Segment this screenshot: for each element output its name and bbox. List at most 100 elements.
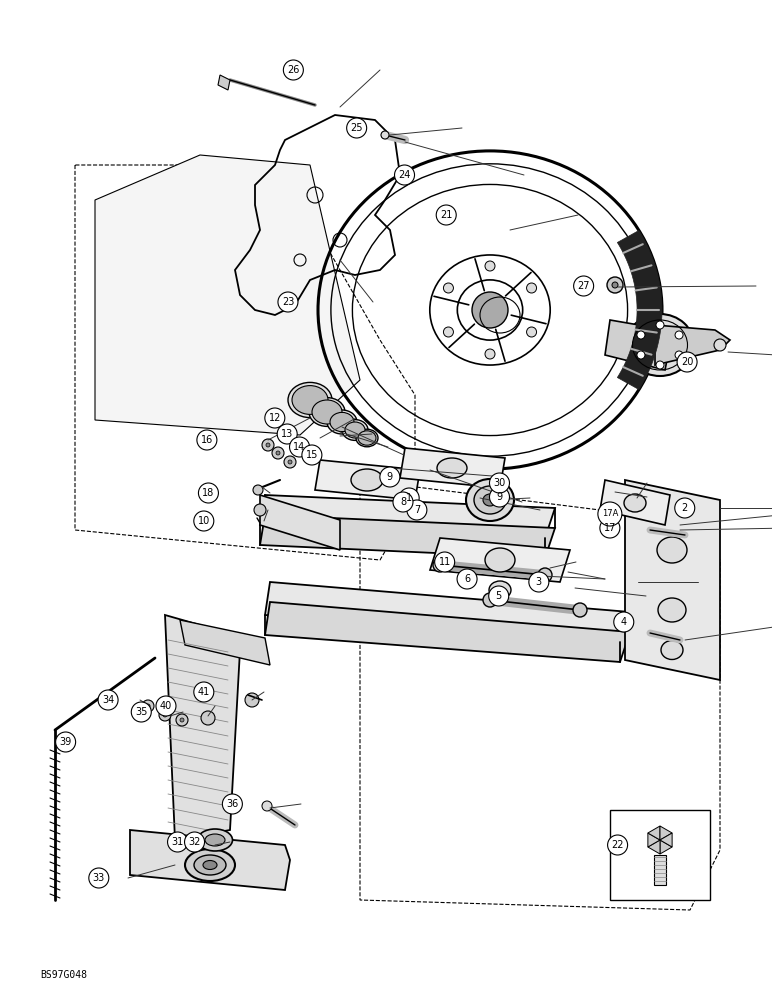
Circle shape [489, 473, 510, 493]
Ellipse shape [474, 486, 506, 514]
Polygon shape [648, 840, 660, 854]
Circle shape [290, 437, 310, 457]
Circle shape [436, 205, 456, 225]
Text: 2: 2 [682, 503, 688, 513]
Circle shape [142, 700, 154, 712]
Text: BS97G048: BS97G048 [40, 970, 87, 980]
Circle shape [527, 283, 537, 293]
Circle shape [98, 690, 118, 710]
Polygon shape [265, 582, 630, 642]
Circle shape [714, 339, 726, 351]
Circle shape [283, 60, 303, 80]
Ellipse shape [330, 412, 354, 432]
Ellipse shape [342, 420, 368, 440]
Ellipse shape [661, 641, 683, 660]
Text: 35: 35 [135, 707, 147, 717]
Text: 12: 12 [269, 413, 281, 423]
Ellipse shape [356, 429, 378, 447]
Text: 23: 23 [282, 297, 294, 307]
Polygon shape [400, 448, 505, 488]
Circle shape [185, 832, 205, 852]
Circle shape [201, 711, 215, 725]
Text: 31: 31 [171, 837, 184, 847]
Circle shape [675, 351, 683, 359]
Circle shape [435, 552, 455, 572]
Circle shape [614, 612, 634, 632]
Text: 27: 27 [577, 281, 590, 291]
Polygon shape [130, 830, 290, 890]
Text: 34: 34 [102, 695, 114, 705]
Circle shape [159, 709, 171, 721]
Text: 10: 10 [198, 516, 210, 526]
Circle shape [262, 439, 274, 451]
Circle shape [472, 292, 508, 328]
Circle shape [612, 282, 618, 288]
Text: 11: 11 [438, 557, 451, 567]
Circle shape [675, 498, 695, 518]
Circle shape [284, 456, 296, 468]
Text: 14: 14 [293, 442, 306, 452]
Text: 13: 13 [281, 429, 293, 439]
Circle shape [278, 292, 298, 312]
Circle shape [483, 593, 497, 607]
Polygon shape [655, 325, 730, 365]
Text: 36: 36 [226, 799, 239, 809]
Polygon shape [315, 460, 420, 500]
Ellipse shape [358, 431, 376, 445]
Circle shape [573, 603, 587, 617]
Polygon shape [660, 833, 672, 847]
Circle shape [347, 118, 367, 138]
Circle shape [433, 558, 447, 572]
Ellipse shape [288, 382, 332, 418]
Circle shape [527, 327, 537, 337]
Circle shape [176, 714, 188, 726]
Text: 30: 30 [493, 478, 506, 488]
Polygon shape [260, 495, 555, 538]
Circle shape [677, 352, 697, 372]
Ellipse shape [658, 598, 686, 622]
Circle shape [529, 572, 549, 592]
Ellipse shape [309, 398, 345, 426]
Text: 18: 18 [202, 488, 215, 498]
Circle shape [381, 131, 389, 139]
Polygon shape [265, 602, 630, 662]
Polygon shape [605, 320, 670, 370]
Circle shape [253, 485, 263, 495]
Polygon shape [625, 480, 720, 680]
Bar [654, 855, 666, 885]
Ellipse shape [657, 537, 687, 563]
Text: 6: 6 [464, 574, 470, 584]
Polygon shape [660, 826, 672, 840]
Circle shape [168, 832, 188, 852]
Bar [610, 810, 710, 900]
Text: 41: 41 [198, 687, 210, 697]
Circle shape [245, 693, 259, 707]
Circle shape [156, 696, 176, 716]
Text: 9: 9 [387, 472, 393, 482]
Circle shape [485, 349, 495, 359]
Text: 40: 40 [160, 701, 172, 711]
Circle shape [302, 445, 322, 465]
Circle shape [675, 331, 683, 339]
Circle shape [538, 568, 552, 582]
Polygon shape [648, 833, 660, 847]
Text: 1: 1 [406, 493, 412, 503]
Circle shape [277, 424, 297, 444]
Circle shape [222, 794, 242, 814]
Text: 4: 4 [621, 617, 627, 627]
Ellipse shape [483, 494, 497, 506]
Circle shape [393, 492, 413, 512]
Circle shape [254, 504, 266, 516]
Circle shape [574, 276, 594, 296]
Circle shape [266, 443, 270, 447]
Circle shape [89, 868, 109, 888]
Polygon shape [260, 515, 555, 558]
Circle shape [180, 718, 184, 722]
Ellipse shape [466, 479, 514, 521]
Circle shape [489, 487, 510, 507]
Circle shape [607, 277, 623, 293]
Circle shape [598, 502, 622, 526]
Circle shape [194, 511, 214, 531]
Text: 5: 5 [496, 591, 502, 601]
Ellipse shape [292, 386, 328, 414]
